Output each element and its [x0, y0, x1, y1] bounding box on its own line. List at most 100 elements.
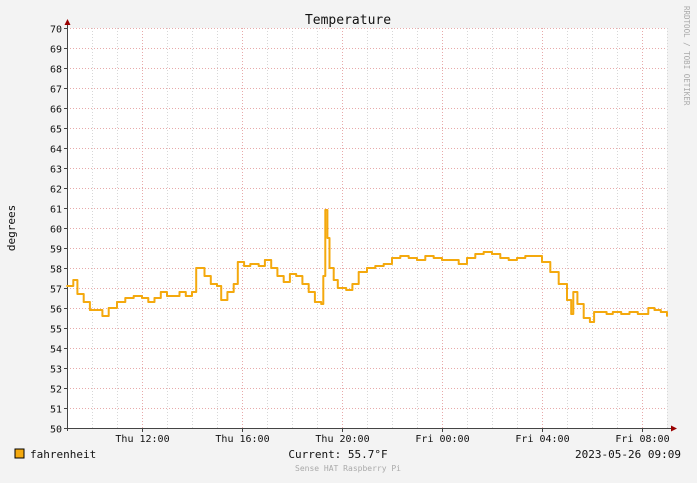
footer-text: Sense HAT Raspberry Pi [295, 464, 401, 473]
data-point [557, 283, 560, 285]
y-axis-label: degrees [5, 205, 18, 251]
data-point [82, 301, 85, 303]
data-point [124, 297, 127, 299]
data-point [566, 299, 568, 301]
chart-title: Temperature [305, 13, 391, 28]
y-tick-label: 55 [50, 325, 62, 336]
x-tick-label: Thu 12:00 [115, 434, 169, 445]
y-tick-label: 66 [50, 105, 62, 116]
data-point [153, 297, 156, 299]
data-point [324, 209, 327, 211]
y-tick-label: 68 [50, 65, 62, 76]
data-point [345, 289, 348, 291]
data-point [322, 275, 325, 277]
data-point [532, 255, 535, 257]
legend: fahrenheit [14, 448, 96, 461]
data-point [466, 257, 468, 259]
data-point [336, 287, 339, 289]
data-point [599, 311, 602, 313]
data-point [276, 275, 279, 277]
data-point [457, 263, 460, 265]
data-point [605, 313, 608, 315]
data-point [249, 263, 252, 265]
data-point [76, 293, 79, 295]
y-tick-label: 65 [50, 125, 62, 136]
data-point [643, 313, 645, 315]
data-point [184, 295, 187, 297]
data-point [116, 301, 118, 303]
y-tick-label: 53 [50, 365, 62, 376]
data-point [491, 253, 493, 255]
y-tick-label: 70 [50, 25, 62, 36]
data-point [209, 283, 212, 285]
data-point [432, 257, 435, 259]
data-point [328, 267, 331, 269]
data-point [351, 283, 354, 285]
data-point [549, 271, 552, 273]
data-point [593, 311, 595, 313]
data-point [257, 265, 260, 267]
y-tick-label: 58 [50, 265, 62, 276]
series-layer [66, 209, 668, 323]
x-tick-label: Fri 08:00 [615, 434, 669, 445]
y-tick-label: 67 [50, 85, 62, 96]
data-point [159, 291, 162, 293]
y-tick-label: 57 [50, 285, 62, 296]
data-point [666, 315, 668, 317]
data-point [366, 267, 368, 269]
series-line-fahrenheit [67, 209, 668, 323]
grid [67, 28, 668, 429]
data-point [424, 255, 427, 257]
data-point [391, 257, 393, 259]
data-point [416, 259, 418, 261]
y-tick-label: 51 [50, 405, 62, 416]
data-point [541, 261, 543, 263]
data-point [507, 259, 510, 261]
data-point [582, 317, 585, 319]
data-point [382, 263, 385, 265]
y-tick-label: 64 [50, 145, 62, 156]
data-point [407, 257, 410, 259]
x-tick-label: Thu 16:00 [215, 434, 269, 445]
x-tick-label: Thu 20:00 [315, 434, 369, 445]
data-point [441, 259, 443, 261]
y-tick-label: 52 [50, 385, 62, 396]
data-point [449, 259, 452, 261]
data-point [226, 291, 229, 293]
data-point [653, 309, 656, 311]
x-tick-label: Fri 04:00 [515, 434, 569, 445]
data-point [524, 255, 527, 257]
data-point [107, 307, 110, 309]
x-tick-label: Fri 00:00 [415, 434, 469, 445]
data-point [66, 285, 68, 287]
data-point [516, 257, 518, 259]
data-point [289, 273, 291, 275]
data-point [620, 313, 623, 315]
data-point [203, 275, 206, 277]
data-point [172, 295, 175, 297]
data-point [326, 237, 329, 239]
data-point [147, 301, 150, 303]
data-point [659, 311, 662, 313]
data-point [141, 297, 143, 299]
legend-label-fahrenheit: fahrenheit [30, 448, 96, 461]
data-point [166, 295, 168, 297]
data-point [589, 321, 591, 323]
y-axis-arrow [64, 19, 71, 25]
data-point [282, 281, 285, 283]
data-point [499, 257, 502, 259]
data-point [178, 291, 181, 293]
y-tick-label: 69 [50, 45, 62, 56]
data-point [474, 253, 477, 255]
data-point [243, 265, 246, 267]
data-point [101, 315, 104, 317]
data-point [611, 311, 614, 313]
data-point [374, 265, 377, 267]
data-point [636, 313, 639, 315]
data-point [332, 279, 335, 281]
y-tick-label: 54 [50, 345, 62, 356]
data-point [628, 311, 631, 313]
data-point [301, 283, 304, 285]
data-point [72, 279, 75, 281]
